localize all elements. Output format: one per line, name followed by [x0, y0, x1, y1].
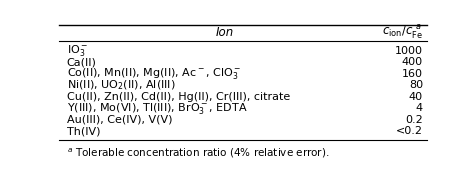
- Text: Ni(II), UO$_2$(II), Al(III): Ni(II), UO$_2$(II), Al(III): [66, 78, 175, 92]
- Text: 80: 80: [409, 80, 423, 90]
- Text: Co(II), Mn(II), Mg(II), Ac$^-$, ClO$_3^-$: Co(II), Mn(II), Mg(II), Ac$^-$, ClO$_3^-…: [66, 66, 241, 81]
- Text: 4: 4: [416, 103, 423, 113]
- Text: Cu(II), Zn(II), Cd(II), Hg(II), Cr(III), citrate: Cu(II), Zn(II), Cd(II), Hg(II), Cr(III),…: [66, 92, 290, 102]
- Text: 40: 40: [409, 92, 423, 102]
- Text: 400: 400: [402, 57, 423, 67]
- Text: Th(IV): Th(IV): [66, 126, 100, 136]
- Text: 1000: 1000: [395, 46, 423, 56]
- Text: Ion: Ion: [215, 26, 234, 39]
- Text: <0.2: <0.2: [396, 126, 423, 136]
- Text: $\mathrm{IO_3^-}$: $\mathrm{IO_3^-}$: [66, 43, 88, 58]
- Text: 0.2: 0.2: [405, 114, 423, 124]
- Text: Au(III), Ce(IV), V(V): Au(III), Ce(IV), V(V): [66, 114, 172, 124]
- Text: Y(III), Mo(VI), Tl(III), BrO$_3^-$, EDTA: Y(III), Mo(VI), Tl(III), BrO$_3^-$, EDTA: [66, 101, 247, 116]
- Text: Ca(II): Ca(II): [66, 57, 97, 67]
- Text: 160: 160: [402, 69, 423, 79]
- Text: $^{a}$ Tolerable concentration ratio (4% relative error).: $^{a}$ Tolerable concentration ratio (4%…: [66, 147, 329, 160]
- Text: $c_{\rm ion}/c_{\rm Fe}^{\ a}$: $c_{\rm ion}/c_{\rm Fe}^{\ a}$: [382, 24, 423, 41]
